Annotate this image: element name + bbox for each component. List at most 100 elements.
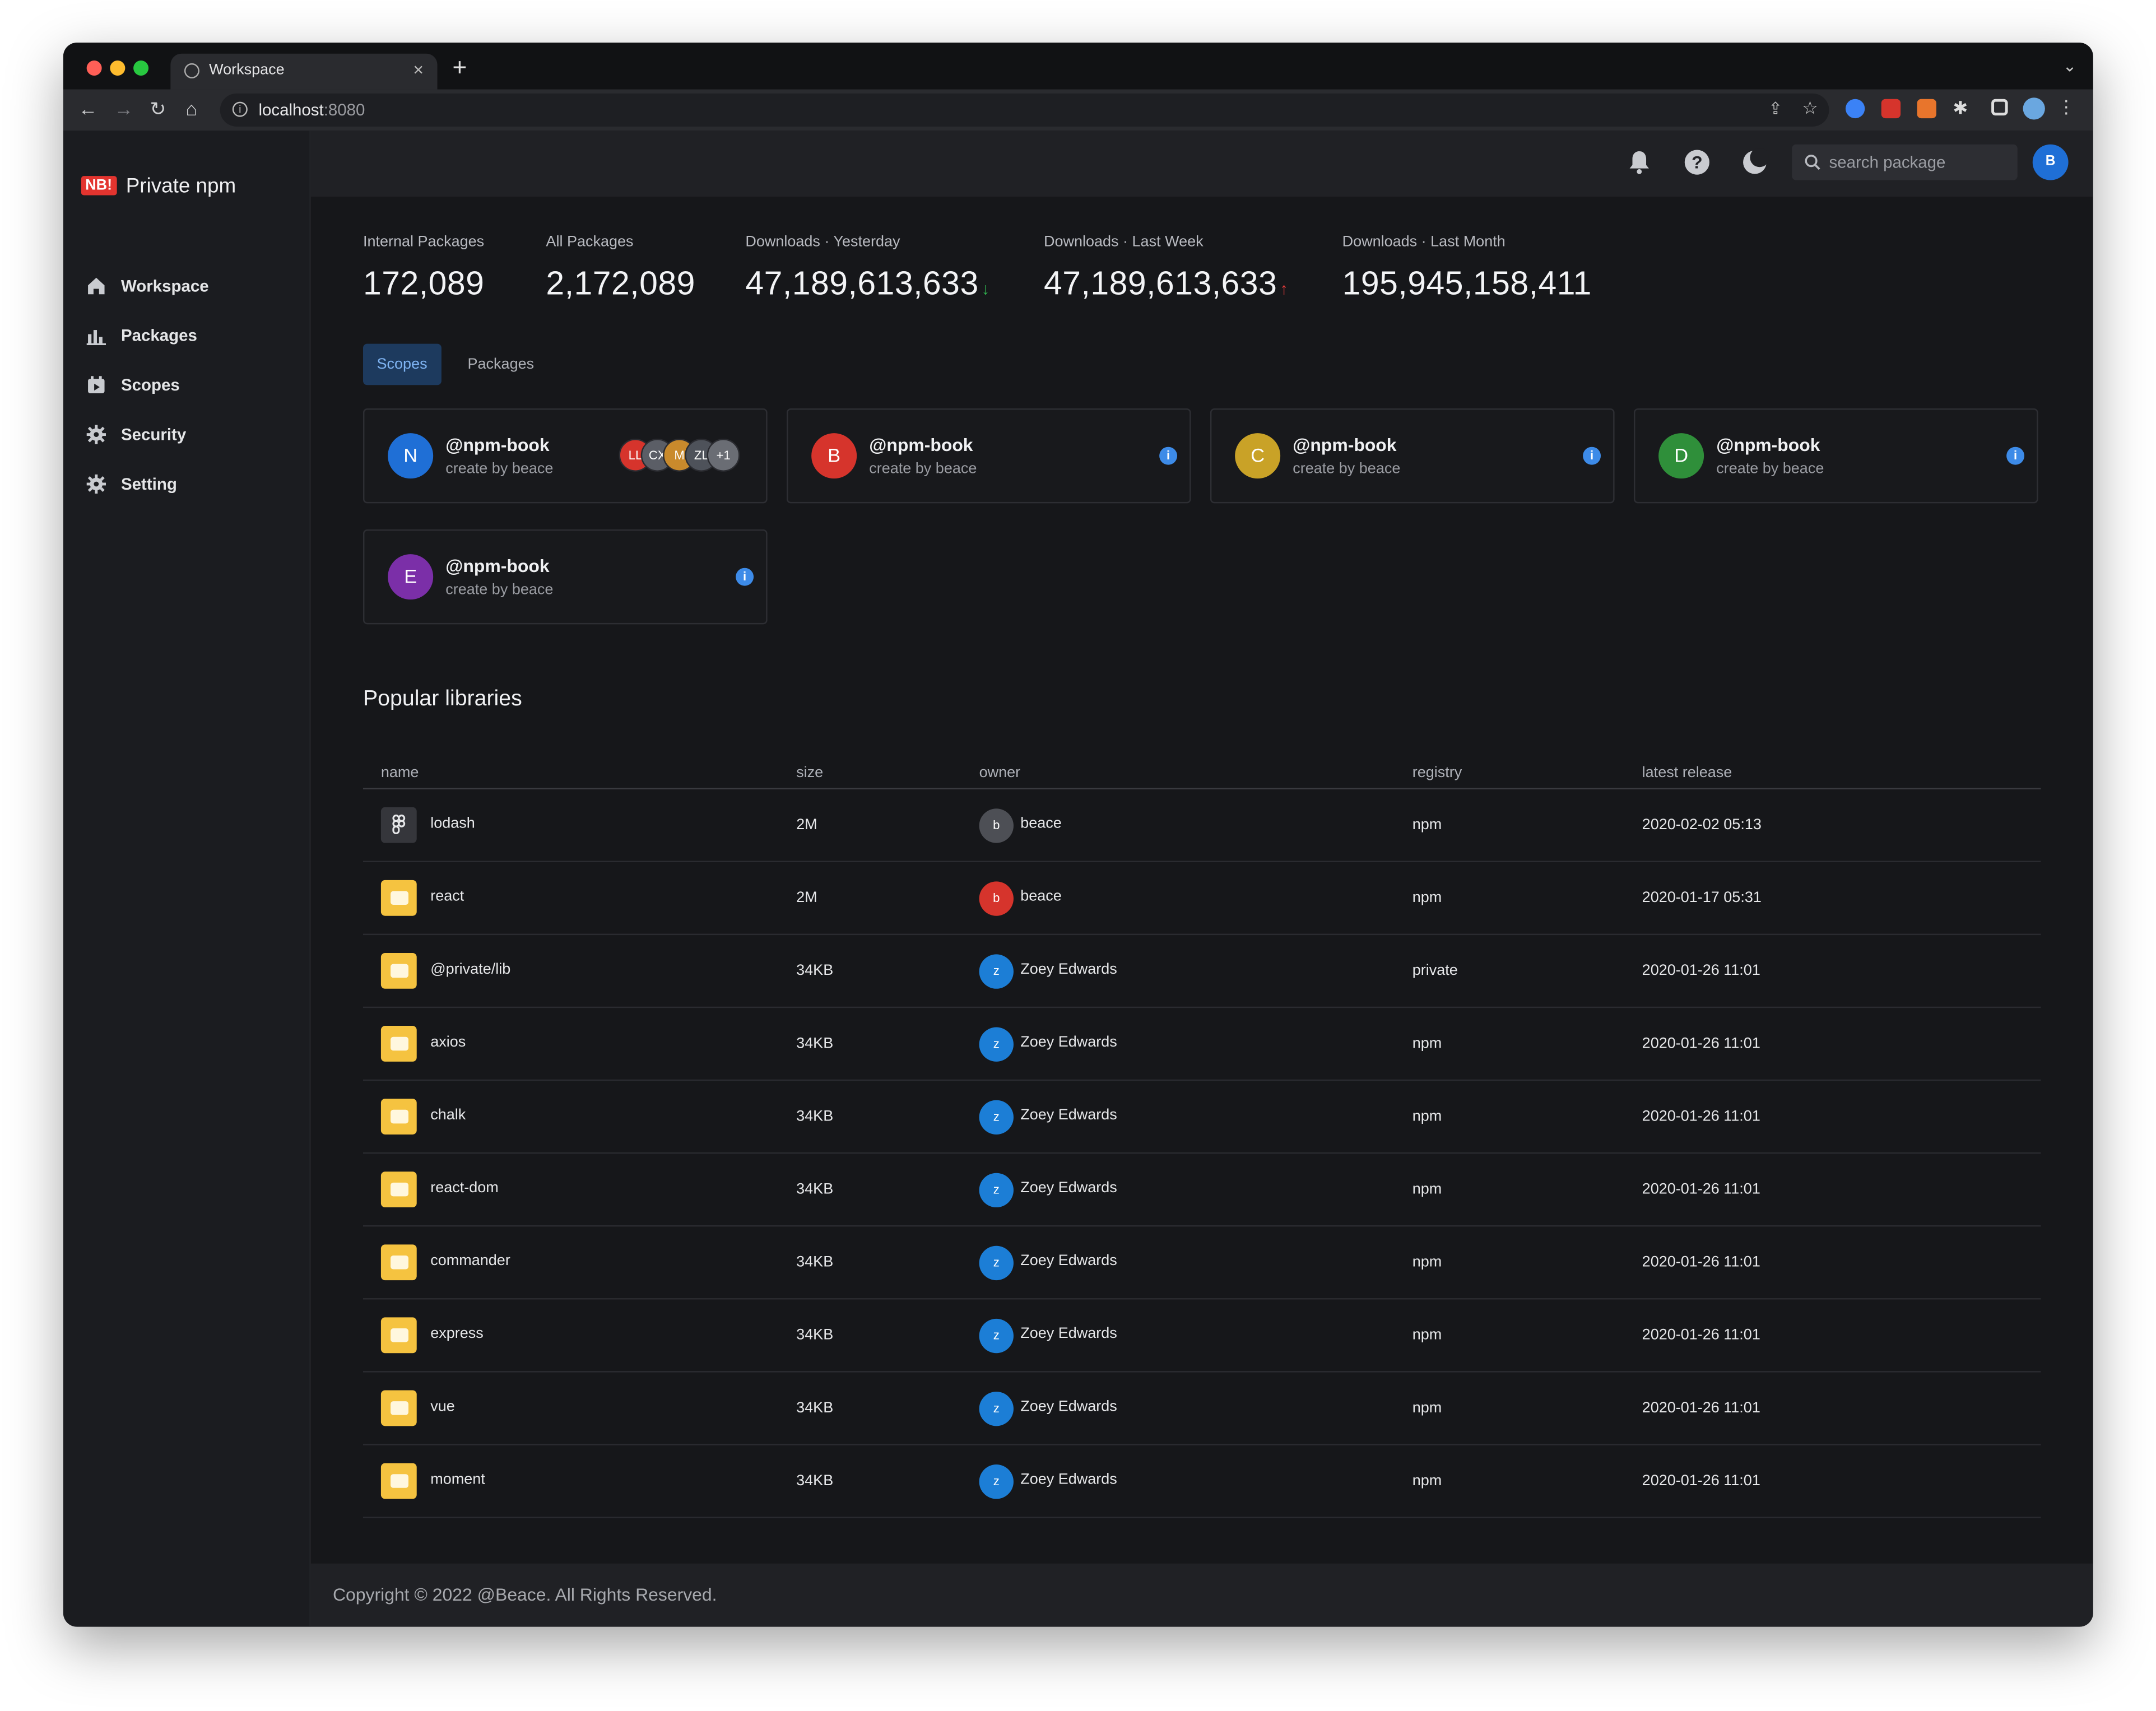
table-row[interactable]: react 2M b beace npm 2020-01-17 05:31 bbox=[363, 862, 2041, 936]
package-name[interactable]: moment bbox=[430, 1471, 485, 1488]
brand[interactable]: NB! Private npm bbox=[81, 175, 236, 198]
package-name[interactable]: react bbox=[430, 888, 464, 905]
help-icon[interactable]: ? bbox=[1683, 148, 1711, 176]
new-tab-icon[interactable]: + bbox=[452, 53, 467, 81]
package-size: 34KB bbox=[796, 1400, 834, 1417]
table-row[interactable]: @private/lib 34KB z Zoey Edwards private 2020… bbox=[363, 935, 2041, 1008]
tab-scopes[interactable]: Scopes bbox=[363, 343, 442, 385]
registry: private bbox=[1412, 963, 1458, 979]
brand-name: Private npm bbox=[126, 174, 236, 198]
table-row[interactable]: axios 34KB z Zoey Edwards npm 2020-01-26 11:0… bbox=[363, 1008, 2041, 1081]
registry: npm bbox=[1412, 1400, 1442, 1417]
bell-icon[interactable] bbox=[1625, 148, 1653, 176]
package-name[interactable]: react-dom bbox=[430, 1179, 499, 1197]
scope-creator: create by beace bbox=[1716, 461, 1824, 477]
sidebar: NB! Private npm Workspace Packages Scopes bbox=[63, 131, 311, 1627]
latest-release: 2020-01-26 11:01 bbox=[1642, 1400, 1760, 1417]
forward-icon[interactable]: → bbox=[114, 97, 134, 120]
info-icon[interactable]: i bbox=[1583, 447, 1601, 465]
registry: npm bbox=[1412, 816, 1442, 834]
scope-card[interactable]: E @npm-book create by beace i bbox=[363, 529, 768, 625]
package-name[interactable]: @private/lib bbox=[430, 961, 511, 978]
stat-downloads-yesterday: Downloads · Yesterday 47,189,613,633 ↓ bbox=[745, 234, 990, 304]
owner-avatar: b bbox=[979, 808, 1014, 843]
search-input[interactable]: search package bbox=[1792, 144, 2018, 180]
table-row[interactable]: commander 34KB z Zoey Edwards npm 2020-01-26 … bbox=[363, 1226, 2041, 1300]
folder-icon bbox=[380, 1099, 417, 1135]
package-name[interactable]: lodash bbox=[430, 815, 475, 832]
scope-card[interactable]: D @npm-book create by beace i bbox=[1633, 408, 2038, 504]
extension-2-icon[interactable] bbox=[1881, 99, 1901, 119]
reload-icon[interactable]: ↻ bbox=[150, 97, 166, 120]
scope-card[interactable]: B @npm-book create by beace i bbox=[786, 408, 1191, 504]
latest-release: 2020-01-26 11:01 bbox=[1642, 1327, 1760, 1344]
sidebar-item-label: Setting bbox=[120, 474, 177, 494]
info-icon[interactable]: i bbox=[2006, 447, 2025, 465]
table-row[interactable]: chalk 34KB z Zoey Edwards npm 2020-01-26 11:0… bbox=[363, 1081, 2041, 1154]
dark-mode-icon[interactable] bbox=[1741, 148, 1769, 176]
side-panel-icon[interactable] bbox=[1991, 99, 2008, 116]
table-row[interactable]: react-dom 34KB z Zoey Edwards npm 2020-01-26 … bbox=[363, 1154, 2041, 1227]
sidebar-item-workspace[interactable]: Workspace bbox=[63, 263, 309, 312]
member-avatar-stack[interactable]: LL CX M ZL +1 bbox=[619, 438, 746, 472]
stat-label: Downloads · Last Week bbox=[1043, 234, 1204, 250]
scope-creator: create by beace bbox=[1293, 461, 1401, 477]
info-icon[interactable]: i bbox=[1159, 447, 1178, 465]
site-info-icon[interactable]: i bbox=[232, 101, 248, 117]
close-tab-icon[interactable]: × bbox=[413, 59, 424, 80]
scope-card[interactable]: N @npm-book create by beace LL CX M ZL +1 bbox=[363, 408, 768, 504]
scope-name: @npm-book bbox=[445, 555, 550, 576]
column-header-size[interactable]: size bbox=[796, 764, 824, 782]
extension-1-icon[interactable] bbox=[1845, 99, 1865, 119]
column-header-owner[interactable]: owner bbox=[979, 764, 1021, 782]
url-input[interactable]: i localhost:8080 ⇪ ☆ bbox=[220, 93, 1829, 127]
package-name[interactable]: commander bbox=[430, 1253, 510, 1270]
scope-card[interactable]: C @npm-book create by beace i bbox=[1210, 408, 1615, 504]
stat-internal-packages: Internal Packages 172,089 bbox=[363, 234, 484, 304]
browser-tab[interactable]: Workspace × bbox=[170, 53, 438, 90]
column-header-registry[interactable]: registry bbox=[1412, 764, 1462, 782]
tab-search-chevron-icon[interactable]: ⌄ bbox=[2062, 56, 2077, 76]
package-name[interactable]: axios bbox=[430, 1034, 466, 1051]
registry: npm bbox=[1412, 1035, 1442, 1052]
sidebar-item-security[interactable]: Security bbox=[63, 411, 309, 461]
column-header-latest-release[interactable]: latest release bbox=[1642, 764, 1732, 782]
sidebar-item-packages[interactable]: Packages bbox=[63, 312, 309, 361]
profile-avatar-icon[interactable] bbox=[2023, 97, 2045, 120]
metamask-icon[interactable] bbox=[1917, 99, 1936, 119]
package-name[interactable]: vue bbox=[430, 1398, 455, 1415]
home-browser-icon[interactable]: ⌂ bbox=[185, 97, 198, 120]
sidebar-item-scopes[interactable]: Scopes bbox=[63, 362, 309, 411]
browser-menu-icon[interactable]: ⋮ bbox=[2057, 96, 2075, 117]
package-name[interactable]: express bbox=[430, 1326, 484, 1342]
table-row[interactable]: lodash 2M b beace npm 2020-02-02 05:13 bbox=[363, 789, 2041, 862]
column-header-name[interactable]: name bbox=[380, 764, 419, 782]
sidebar-item-label: Security bbox=[120, 425, 187, 444]
bookmark-star-icon[interactable]: ☆ bbox=[1802, 97, 1818, 119]
share-icon[interactable]: ⇪ bbox=[1768, 99, 1783, 119]
close-window-button[interactable] bbox=[86, 60, 102, 76]
table-row[interactable]: vue 34KB z Zoey Edwards npm 2020-01-26 11:01 bbox=[363, 1373, 2041, 1445]
back-icon[interactable]: ← bbox=[78, 97, 98, 120]
sidebar-item-label: Workspace bbox=[120, 276, 209, 296]
scope-avatar: E bbox=[388, 554, 434, 600]
owner-name: Zoey Edwards bbox=[1020, 1106, 1117, 1124]
home-icon bbox=[88, 277, 105, 295]
scope-avatar: N bbox=[388, 433, 434, 479]
sidebar-item-setting[interactable]: Setting bbox=[63, 461, 309, 510]
info-icon[interactable]: i bbox=[736, 568, 754, 586]
browser-tab-bar: Workspace × + ⌄ bbox=[63, 43, 2093, 90]
sidebar-item-label: Scopes bbox=[120, 375, 180, 395]
stat-value: 47,189,613,633 bbox=[1043, 265, 1277, 303]
puzzle-icon[interactable]: ✱ bbox=[1953, 97, 1968, 119]
table-row[interactable]: moment 34KB z Zoey Edwards npm 2020-01-26 11:… bbox=[363, 1445, 2041, 1518]
scope-creator: create by beace bbox=[445, 461, 554, 477]
owner-avatar: z bbox=[979, 1100, 1014, 1135]
minimize-window-button[interactable] bbox=[110, 60, 126, 76]
package-name[interactable]: chalk bbox=[430, 1106, 466, 1124]
app-root: NB! Private npm Workspace Packages Scopes bbox=[63, 131, 2093, 1627]
maximize-window-button[interactable] bbox=[133, 60, 149, 76]
table-row[interactable]: express 34KB z Zoey Edwards npm 2020-01-26 11… bbox=[363, 1300, 2041, 1373]
tab-packages[interactable]: Packages bbox=[467, 356, 535, 373]
user-avatar[interactable]: B bbox=[2032, 144, 2069, 180]
